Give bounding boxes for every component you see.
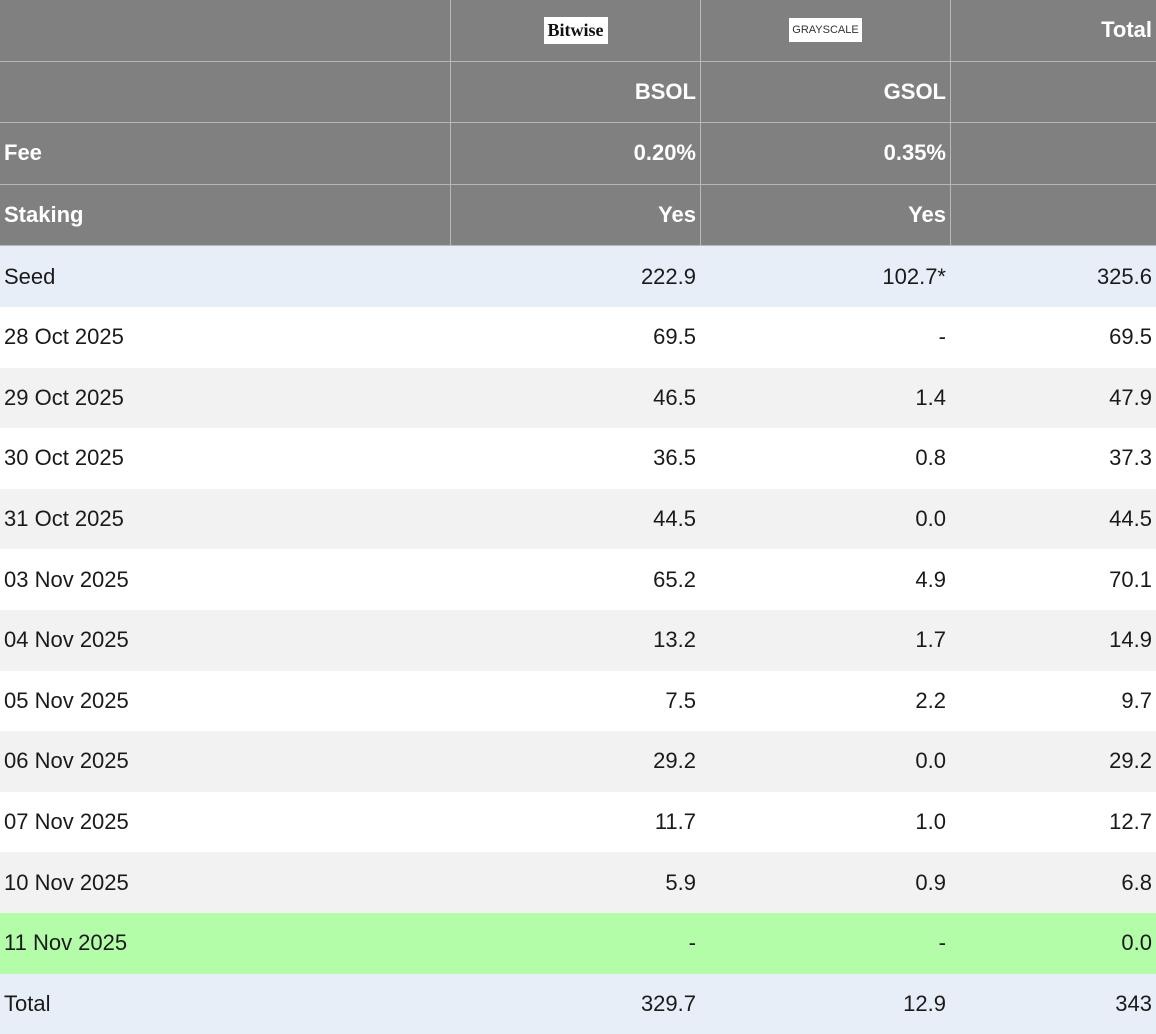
row-label: 06 Nov 2025 <box>4 748 129 774</box>
table-row: 05 Nov 2025 7.5 2.2 9.7 <box>0 670 1156 732</box>
cell: 0.8 <box>915 445 946 471</box>
cell: 70.1 <box>1109 566 1152 592</box>
fee: 0.35% <box>700 123 950 184</box>
cell: 69.5 <box>1109 324 1152 350</box>
cell: 329.7 <box>640 990 696 1016</box>
cell: 102.7* <box>882 263 946 289</box>
row-label: Fee <box>4 140 42 166</box>
cell: 9.7 <box>1121 687 1152 713</box>
header-cell: Total <box>950 0 1156 61</box>
cell: 0.0 <box>915 748 946 774</box>
table-row: Seed 222.9 102.7* 325.6 <box>0 246 1156 307</box>
cell: 12.7 <box>1109 809 1152 835</box>
staking: Yes <box>450 184 700 246</box>
cell: 4.9 <box>915 566 946 592</box>
cell <box>0 62 450 123</box>
row-label: 31 Oct 2025 <box>4 506 124 532</box>
cell: 222.9 <box>640 263 696 289</box>
table-row: 29 Oct 2025 46.5 1.4 47.9 <box>0 367 1156 429</box>
cell: 14.9 <box>1109 627 1152 653</box>
cell: 0.9 <box>915 869 946 895</box>
table-row: 07 Nov 2025 11.7 1.0 12.7 <box>0 791 1156 853</box>
brand-logo: Bitwise <box>543 16 608 44</box>
header-row: Fee 0.20% 0.35% <box>0 123 1156 185</box>
cell <box>950 61 1156 123</box>
row-label: 03 Nov 2025 <box>4 566 129 592</box>
cell <box>950 184 1156 246</box>
row-label: Seed <box>4 263 56 289</box>
table-row: 30 Oct 2025 36.5 0.8 37.3 <box>0 428 1156 489</box>
cell: 13.2 <box>653 627 696 653</box>
cell: 36.5 <box>653 445 696 471</box>
cell: 325.6 <box>1096 263 1152 289</box>
brand-logo: GRAYSCALE <box>789 18 862 43</box>
cell: 1.4 <box>915 384 946 410</box>
cell: 0.0 <box>915 506 946 532</box>
row-label: 07 Nov 2025 <box>4 809 129 835</box>
table-row: 03 Nov 2025 65.2 4.9 70.1 <box>0 549 1156 610</box>
row-label: 11 Nov 2025 <box>4 930 128 956</box>
cell: 44.5 <box>1109 506 1152 532</box>
row-label: 30 Oct 2025 <box>4 445 124 471</box>
row-label: 04 Nov 2025 <box>4 627 129 653</box>
cell: 1.7 <box>915 627 946 653</box>
row-label: 28 Oct 2025 <box>4 324 124 350</box>
cell: 12.9 <box>903 990 946 1016</box>
fee: 0.20% <box>450 123 700 184</box>
header-row: Staking Yes Yes <box>0 184 1156 247</box>
cell: - <box>938 930 946 956</box>
cell: GRAYSCALE <box>700 0 950 61</box>
cell: Bitwise <box>450 0 700 61</box>
row-label: 10 Nov 2025 <box>4 869 129 895</box>
staking: Yes <box>700 184 950 246</box>
cell: 44.5 <box>653 506 696 532</box>
cell: - <box>688 930 696 956</box>
cell: 69.5 <box>653 324 696 350</box>
row-label: 29 Oct 2025 <box>4 384 124 410</box>
row-label: Total <box>4 990 51 1016</box>
cell: 37.3 <box>1109 445 1152 471</box>
cell: 5.9 <box>665 869 696 895</box>
cell <box>950 123 1156 184</box>
cell: 6.8 <box>1121 869 1152 895</box>
cell: 343 <box>1115 990 1152 1016</box>
cell: 0.0 <box>1121 930 1152 956</box>
header-row: Bitwise GRAYSCALE Total <box>0 0 1156 62</box>
table-row: 06 Nov 2025 29.2 0.0 29.2 <box>0 731 1156 792</box>
row-label: 05 Nov 2025 <box>4 687 129 713</box>
cell: 2.2 <box>915 687 946 713</box>
cell <box>0 0 450 61</box>
cell: 7.5 <box>665 687 696 713</box>
cell: 11.7 <box>654 809 696 835</box>
ticker: BSOL <box>450 61 700 123</box>
table-row: 28 Oct 2025 69.5 - 69.5 <box>0 306 1156 368</box>
cell: 29.2 <box>1109 748 1152 774</box>
row-label: Staking <box>4 202 84 228</box>
table-row: 10 Nov 2025 5.9 0.9 6.8 <box>0 852 1156 913</box>
table-row: 31 Oct 2025 44.5 0.0 44.5 <box>0 488 1156 550</box>
table-row: Total 329.7 12.9 343 <box>0 973 1156 1034</box>
table-row: 11 Nov 2025 - - 0.0 <box>0 912 1156 974</box>
cell: 47.9 <box>1109 384 1152 410</box>
cell: 65.2 <box>653 566 696 592</box>
header-row: BSOL GSOL <box>0 61 1156 124</box>
cell: 29.2 <box>653 748 696 774</box>
table-row: 04 Nov 2025 13.2 1.7 14.9 <box>0 609 1156 671</box>
cell: 1.0 <box>915 809 946 835</box>
cell: 46.5 <box>653 384 696 410</box>
ticker: GSOL <box>700 61 950 123</box>
cell: - <box>938 324 946 350</box>
